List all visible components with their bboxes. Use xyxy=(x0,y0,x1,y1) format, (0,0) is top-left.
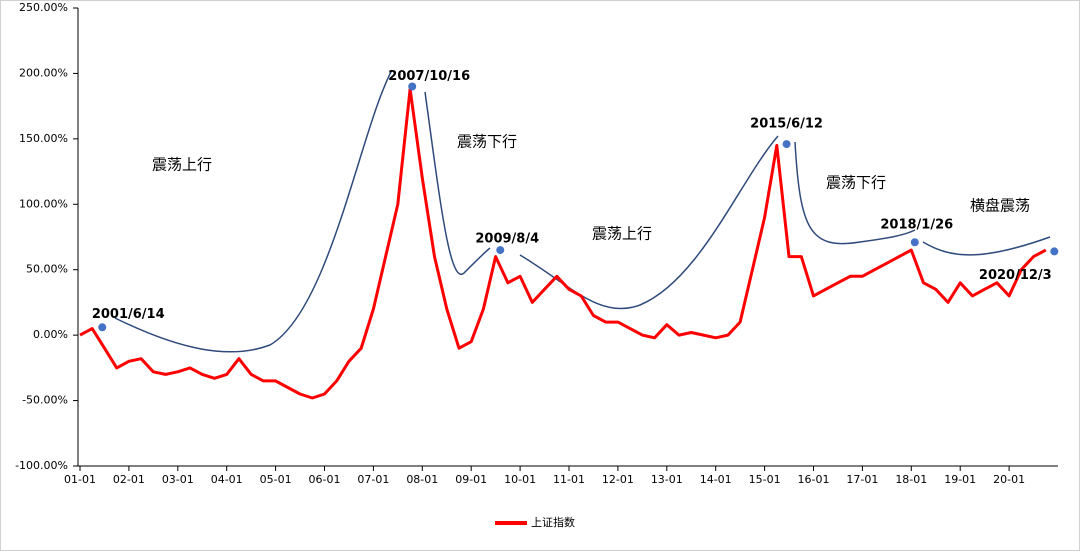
y-tick-label: 100.00% xyxy=(19,197,68,210)
x-tick-label: 20-01 xyxy=(993,473,1025,486)
x-tick-label: 01-01 xyxy=(64,473,96,486)
x-tick-label: 10-01 xyxy=(504,473,536,486)
annotation-point xyxy=(408,82,417,91)
trend-curve xyxy=(424,91,491,275)
phase-label: 震荡上行 xyxy=(592,225,652,243)
y-tick-label: 50.00% xyxy=(26,263,68,276)
x-tick-label: 12-01 xyxy=(602,473,634,486)
annotation-label: 2001/6/14 xyxy=(92,307,165,322)
line-series xyxy=(79,87,1047,400)
x-tick-label: 15-01 xyxy=(749,473,781,486)
annotation-label: 2018/1/26 xyxy=(880,218,953,233)
x-tick-label: 18-01 xyxy=(895,473,927,486)
trend-curves xyxy=(114,69,1051,353)
annotation-label: 2007/10/16 xyxy=(388,69,470,84)
y-tick-label: 200.00% xyxy=(19,66,68,79)
annotation-label: 2009/8/4 xyxy=(475,232,539,247)
x-tick-label: 14-01 xyxy=(700,473,732,486)
x-tick-label: 07-01 xyxy=(357,473,389,486)
annotation-label: 2015/6/12 xyxy=(750,117,823,132)
y-tick-label: 250.00% xyxy=(19,1,68,14)
phase-label: 震荡上行 xyxy=(152,156,212,174)
x-tick-label: 05-01 xyxy=(260,473,292,486)
x-tick-label: 11-01 xyxy=(553,473,585,486)
x-tick-label: 17-01 xyxy=(846,473,878,486)
x-tick-label: 02-01 xyxy=(113,473,145,486)
y-tick-label: -50.00% xyxy=(22,394,68,407)
x-tick-label: 13-01 xyxy=(651,473,683,486)
annotation-point xyxy=(782,140,791,149)
y-tick-label: -100.00% xyxy=(15,459,68,472)
annotation-label: 2020/12/3 xyxy=(979,268,1052,283)
trend-curve xyxy=(794,141,916,245)
x-tick-label: 19-01 xyxy=(944,473,976,486)
phase-label: 震荡下行 xyxy=(826,174,886,192)
x-tick-label: 04-01 xyxy=(211,473,243,486)
legend-label: 上证指数 xyxy=(531,515,575,529)
x-tick-label: 03-01 xyxy=(162,473,194,486)
y-tick-label: 150.00% xyxy=(19,132,68,145)
x-tick-label: 08-01 xyxy=(406,473,438,486)
phase-label: 震荡下行 xyxy=(457,133,517,151)
annotation-point xyxy=(1050,247,1059,256)
annotation-point xyxy=(98,323,107,332)
trend-curve xyxy=(922,236,1051,256)
annotation-point xyxy=(910,238,919,247)
y-tick-label: 0.00% xyxy=(33,328,68,341)
x-tick-label: 09-01 xyxy=(455,473,487,486)
trend-curve xyxy=(114,69,393,353)
trend-curve xyxy=(519,135,779,310)
x-tick-label: 06-01 xyxy=(309,473,341,486)
phase-label: 横盘震荡 xyxy=(970,197,1030,215)
annotation-point xyxy=(496,246,505,255)
x-tick-label: 16-01 xyxy=(798,473,830,486)
